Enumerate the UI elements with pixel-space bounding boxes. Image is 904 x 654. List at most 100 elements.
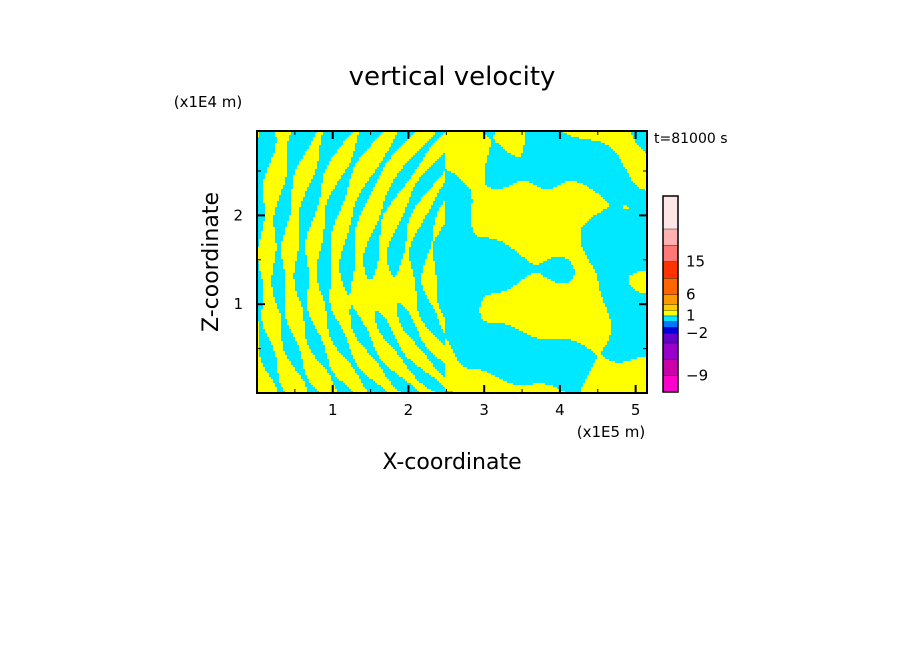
field-contour-cell	[285, 299, 299, 301]
field-contour-cell	[291, 211, 299, 213]
field-contour-cell	[423, 157, 439, 159]
field-contour-cell	[263, 183, 285, 185]
field-contour-cell	[285, 311, 303, 313]
field-contour-cell	[291, 199, 303, 201]
field-contour-cell	[257, 371, 267, 373]
field-contour-cell	[265, 329, 281, 331]
field-contour-cell	[431, 351, 453, 353]
field-contour-cell	[471, 215, 593, 217]
x-tick-label: 3	[479, 401, 489, 419]
field-contour-cell	[381, 133, 397, 135]
colorbar: 15 6 1−2 −9	[662, 195, 708, 393]
field-contour-cell	[321, 195, 329, 197]
field-contour-cell	[379, 175, 397, 177]
field-contour-cell	[515, 249, 583, 251]
field-contour-cell	[471, 207, 607, 209]
field-contour-cell	[307, 265, 317, 267]
field-contour-cell	[305, 153, 319, 155]
field-contour-cell	[481, 301, 603, 303]
field-contour-cell	[329, 365, 351, 367]
field-contour-cell	[305, 249, 321, 251]
field-contour-cell	[337, 319, 351, 321]
field-contour-cell	[307, 293, 321, 295]
field-contour-cell	[305, 245, 321, 247]
field-contour-cell	[381, 171, 399, 173]
field-contour-cell	[349, 179, 369, 181]
field-contour-cell	[421, 275, 437, 277]
field-contour-cell	[347, 187, 363, 189]
field-contour-cell	[581, 387, 647, 389]
field-contour-cell	[263, 191, 281, 193]
field-contour-cell	[327, 355, 343, 357]
field-contour-cell	[389, 205, 407, 207]
field-contour-cell	[413, 385, 425, 387]
field-contour-cell	[391, 203, 407, 205]
field-contour-cell	[401, 347, 419, 349]
field-contour-cell	[315, 325, 327, 327]
field-contour-cell	[315, 211, 325, 213]
field-contour-cell	[283, 237, 299, 239]
field-contour-cell	[373, 345, 391, 347]
field-contour-cell	[359, 157, 383, 159]
field-contour-cell	[631, 177, 647, 179]
field-contour-cell	[263, 181, 285, 183]
field-contour-cell	[387, 321, 399, 323]
field-contour-cell	[285, 301, 301, 303]
field-contour-cell	[317, 205, 325, 207]
field-contour-cell	[331, 309, 349, 311]
field-contour-cell	[425, 153, 443, 155]
field-contour-cell	[443, 329, 445, 331]
field-contour-cell	[423, 369, 437, 371]
field-contour-cell	[411, 315, 419, 317]
field-contour-cell	[437, 379, 503, 381]
field-contour-cell	[259, 269, 273, 271]
field-contour-cell	[257, 255, 275, 257]
field-contour-cell	[371, 145, 391, 147]
field-contour-cell	[377, 383, 391, 385]
colorbar-label: −9	[686, 367, 708, 385]
field-contour-cell	[333, 229, 349, 231]
field-contour-cell	[467, 185, 487, 187]
field-contour-cell	[459, 177, 485, 179]
field-contour-cell	[355, 231, 373, 233]
field-contour-cell	[631, 179, 647, 181]
field-contour-cell	[351, 287, 415, 289]
field-contour-cell	[257, 379, 273, 381]
field-contour-cell	[445, 389, 561, 391]
field-contour-cell	[329, 289, 345, 291]
field-contour-cell	[481, 315, 609, 317]
field-contour-cell	[357, 363, 379, 365]
field-contour-cell	[257, 361, 261, 363]
field-contour-cell	[473, 229, 581, 231]
field-contour-cell	[377, 265, 389, 267]
field-contour-cell	[275, 353, 285, 355]
field-contour-cell	[633, 287, 647, 289]
field-contour-cell	[353, 167, 377, 169]
field-contour-cell	[329, 359, 347, 361]
field-contour-cell	[275, 351, 285, 353]
field-contour-cell	[307, 375, 331, 377]
field-contour-cell	[361, 211, 381, 213]
field-contour-cell	[257, 357, 261, 359]
field-contour-cell	[363, 371, 383, 373]
field-contour-cell	[343, 329, 353, 331]
field-contour-cell	[321, 185, 335, 187]
field-contour-cell	[285, 289, 295, 291]
field-contour-cell	[333, 155, 353, 157]
field-contour-cell	[285, 229, 299, 231]
field-contour-cell	[285, 313, 303, 315]
field-contour-cell	[323, 173, 343, 175]
field-contour-cell	[379, 253, 387, 255]
field-contour-cell	[357, 225, 375, 227]
field-contour-cell	[355, 233, 371, 235]
field-contour-cell	[275, 149, 287, 151]
field-contour-cell	[355, 261, 363, 263]
field-contour-cell	[571, 263, 591, 265]
field-contour-cell	[613, 149, 643, 151]
field-contour-cell	[273, 153, 287, 155]
field-contour-cell	[415, 325, 425, 327]
field-contour-cell	[333, 371, 355, 373]
field-contour-cell	[375, 139, 393, 141]
field-contour-cell	[441, 135, 487, 137]
field-contour-cell	[383, 215, 403, 217]
